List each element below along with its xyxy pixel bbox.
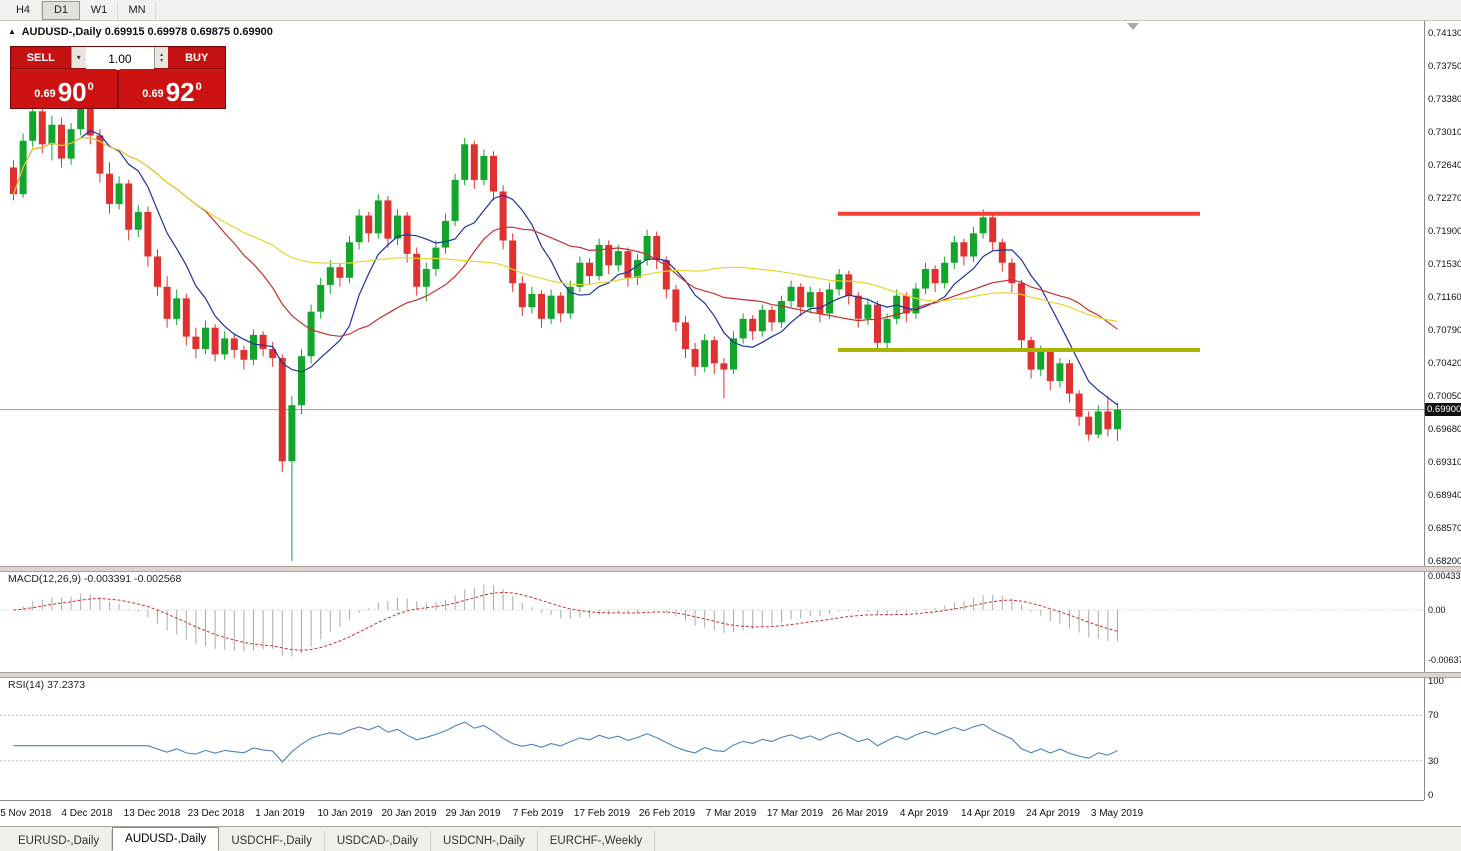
symbol-marker-icon: ▲ (8, 27, 16, 36)
time-axis-label: 1 Jan 2019 (255, 808, 305, 819)
price-axis-label: 0.71160 (1428, 292, 1461, 303)
price-axis-label: 0.70420 (1428, 358, 1461, 369)
volume-dropdown[interactable]: ▾ (70, 47, 86, 68)
chart-tab-audusd[interactable]: AUDUSD-,Daily (112, 827, 220, 851)
buy-price-big: 92 (165, 77, 195, 107)
timeframe-button-h4[interactable]: H4 (4, 0, 42, 20)
time-axis-label: 4 Apr 2019 (899, 808, 949, 819)
price-axis-label: 0.69680 (1428, 424, 1461, 435)
price-axis-label: 0.68200 (1428, 556, 1461, 567)
time-axis-label: 25 Nov 2018 (0, 808, 52, 819)
chart-tab-usdchf[interactable]: USDCHF-,Daily (219, 831, 325, 851)
rsi-axis-label: 30 (1428, 756, 1439, 767)
price-axis-label: 0.68940 (1428, 490, 1461, 501)
chart-tab-usdcad[interactable]: USDCAD-,Daily (325, 831, 431, 851)
price-axis-label: 0.69310 (1428, 457, 1461, 468)
volume-stepper[interactable]: ▴ ▾ (153, 47, 169, 68)
price-axis-label: 0.73010 (1428, 127, 1461, 138)
price-axis-label: 0.68570 (1428, 523, 1461, 534)
price-axis-label: 0.72640 (1428, 160, 1461, 171)
macd-axis-label: 0.004331 (1428, 571, 1461, 581)
rsi-axis-label: 70 (1428, 710, 1439, 721)
volume-input[interactable] (85, 47, 154, 70)
chart-title: ▲ AUDUSD-,Daily 0.69915 0.69978 0.69875 … (8, 26, 273, 38)
time-axis-label: 24 Apr 2019 (1026, 808, 1080, 819)
macd-axis-label: -0.006375 (1428, 655, 1461, 665)
time-axis-label: 23 Dec 2018 (187, 808, 245, 819)
sell-price-big: 90 (57, 77, 87, 107)
timeframe-button-mn[interactable]: MN (118, 0, 156, 20)
time-axis-label: 14 Apr 2019 (961, 808, 1015, 819)
price-axis-label: 0.70050 (1428, 391, 1461, 402)
macd-axis-label: 0.00 (1428, 605, 1446, 615)
sell-price-box[interactable]: 0.69 90 0 (11, 69, 117, 108)
time-axis-label: 10 Jan 2019 (317, 808, 373, 819)
sell-price-pip: 0 (87, 81, 94, 93)
chevron-down-icon: ▾ (160, 57, 164, 64)
chevron-up-icon: ▴ (160, 51, 164, 58)
price-chart-canvas[interactable] (0, 20, 1424, 566)
chart-tab-eurusd[interactable]: EURUSD-,Daily (6, 831, 113, 851)
chevron-down-icon: ▾ (76, 53, 81, 62)
time-axis-label: 17 Mar 2019 (766, 808, 824, 819)
current-price-tag: 0.69900 (1425, 403, 1461, 416)
time-axis-label: 7 Feb 2019 (512, 808, 564, 819)
time-axis-label: 13 Dec 2018 (123, 808, 181, 819)
chart-tab-eurchf[interactable]: EURCHF-,Weekly (538, 831, 656, 851)
chart-tab-usdcnh[interactable]: USDCNH-,Daily (431, 831, 538, 851)
time-axis-label: 29 Jan 2019 (445, 808, 501, 819)
buy-button[interactable]: BUY (168, 47, 225, 68)
rsi-label: RSI(14) 37.2373 (8, 679, 86, 691)
pane-splitter[interactable] (0, 672, 1461, 678)
pane-splitter[interactable] (0, 566, 1461, 572)
time-axis-label: 7 Mar 2019 (705, 808, 757, 819)
time-axis-label: 26 Feb 2019 (638, 808, 696, 819)
chart-tabs: EURUSD-,Daily AUDUSD-,Daily USDCHF-,Daily U… (0, 826, 1461, 851)
sell-price-prefix: 0.69 (34, 88, 56, 100)
buy-price-box[interactable]: 0.69 92 0 (119, 69, 225, 108)
macd-label: MACD(12,26,9) -0.003391 -0.002568 (8, 573, 182, 585)
price-axis-label: 0.73750 (1428, 61, 1461, 72)
price-axis-label: 0.74130 (1428, 28, 1461, 39)
time-axis-label: 3 May 2019 (1090, 808, 1144, 819)
price-axis[interactable]: 0.69900 0.74130 0.73750 0.73380 0.73010 0.72… (1424, 20, 1461, 801)
symbol-ohlc-text: AUDUSD-,Daily 0.69915 0.69978 0.69875 0.… (21, 26, 273, 38)
buy-price-pip: 0 (195, 81, 202, 93)
time-axis-label: 26 Mar 2019 (831, 808, 889, 819)
buy-price-prefix: 0.69 (142, 88, 164, 100)
price-axis-label: 0.71530 (1428, 259, 1461, 270)
timeframe-toolbar: H4 D1 W1 MN (0, 0, 1461, 21)
time-axis-label: 4 Dec 2018 (61, 808, 113, 819)
sell-button[interactable]: SELL (11, 47, 71, 68)
rsi-axis-label: 0 (1428, 790, 1434, 801)
time-axis-label: 17 Feb 2019 (573, 808, 631, 819)
price-axis-label: 0.71900 (1428, 226, 1461, 237)
price-axis-label: 0.72270 (1428, 193, 1461, 204)
chart-window: ▲ AUDUSD-,Daily 0.69915 0.69978 0.69875 … (0, 20, 1461, 827)
price-axis-label: 0.73380 (1428, 94, 1461, 105)
rsi-indicator-canvas[interactable] (0, 676, 1424, 800)
time-axis-label: 20 Jan 2019 (381, 808, 437, 819)
price-axis-label: 0.70790 (1428, 325, 1461, 336)
macd-indicator-canvas[interactable] (0, 570, 1424, 672)
time-axis[interactable]: 25 Nov 2018 4 Dec 2018 13 Dec 2018 23 Dec 2… (0, 800, 1424, 827)
timeframe-button-w1[interactable]: W1 (80, 0, 118, 20)
rsi-axis-label: 100 (1428, 676, 1444, 687)
timeframe-button-d1[interactable]: D1 (42, 0, 80, 20)
